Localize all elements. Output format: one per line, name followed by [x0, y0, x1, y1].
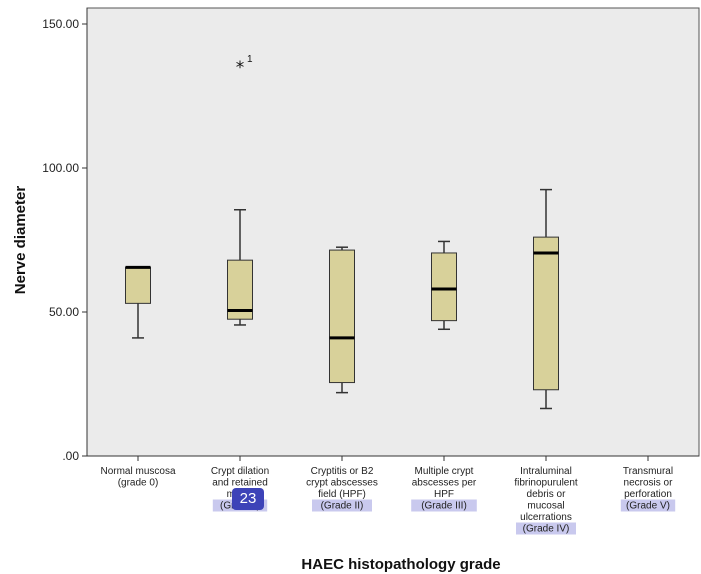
page-number-badge: 23: [232, 488, 264, 510]
category-label-line: (Grade V): [626, 501, 670, 512]
y-tick-label: .00: [62, 449, 79, 463]
label-highlight: [411, 499, 477, 512]
iqr-box: [533, 236, 559, 391]
category-labels: Normal muscosa(grade 0) Crypt dilationand…: [100, 466, 676, 535]
y-tick-label: 150.00: [42, 17, 79, 31]
category-label-line: (grade 0): [118, 478, 159, 489]
y-tick-label: 100.00: [42, 161, 79, 175]
category-label-line: Normal muscosa: [100, 466, 175, 477]
category-label-line: mucosal: [527, 501, 564, 512]
category-label-line: ulcerrations: [520, 512, 572, 523]
label-highlight: [620, 499, 676, 512]
box-2: [329, 246, 355, 394]
y-axis: .00 50.00 100.00 150.00: [42, 8, 699, 463]
box-1: * 1: [227, 54, 253, 326]
box-0: [125, 265, 151, 339]
category-label-line: (Grade II): [321, 501, 364, 512]
box-3: [431, 240, 457, 331]
category-label-line: necrosis or: [624, 478, 674, 489]
label-highlight: [516, 522, 576, 535]
category-label-line: (Grade III): [421, 501, 467, 512]
iqr-box: [431, 252, 457, 322]
outlier-marker: *: [236, 58, 245, 78]
category-label-line: fibrinopurulent: [514, 478, 578, 489]
iqr-box: [329, 249, 355, 384]
category-label-line: Crypt dilation: [211, 466, 269, 477]
category-label-line: debris or: [527, 489, 567, 500]
category-label-line: (Grade IV): [523, 524, 570, 535]
category-label-line: Transmural: [623, 466, 673, 477]
boxes: * 1: [125, 54, 559, 410]
category-label-line: Multiple crypt: [415, 466, 474, 477]
iqr-box: [125, 266, 151, 304]
category-label-line: abscesses per: [412, 478, 477, 489]
category-label-line: Cryptitis or B2: [311, 466, 374, 477]
outlier-label: 1: [247, 54, 253, 65]
category-label-line: perforation: [624, 489, 672, 500]
label-highlight: [312, 499, 372, 512]
box-4: [533, 188, 559, 410]
y-axis-title: Nerve diameter: [12, 186, 29, 295]
y-tick-label: 50.00: [49, 305, 79, 319]
x-axis-title: HAEC histopathology grade: [301, 556, 500, 573]
category-label-line: field (HPF): [318, 489, 366, 500]
plot-area: [86, 7, 700, 457]
category-label-line: crypt abscesses: [306, 478, 378, 489]
category-label-line: HPF: [434, 489, 454, 500]
category-label-0: Normal muscosa(grade 0): [100, 466, 175, 489]
category-label-line: Intraluminal: [520, 466, 572, 477]
category-label-line: and retained: [212, 478, 268, 489]
